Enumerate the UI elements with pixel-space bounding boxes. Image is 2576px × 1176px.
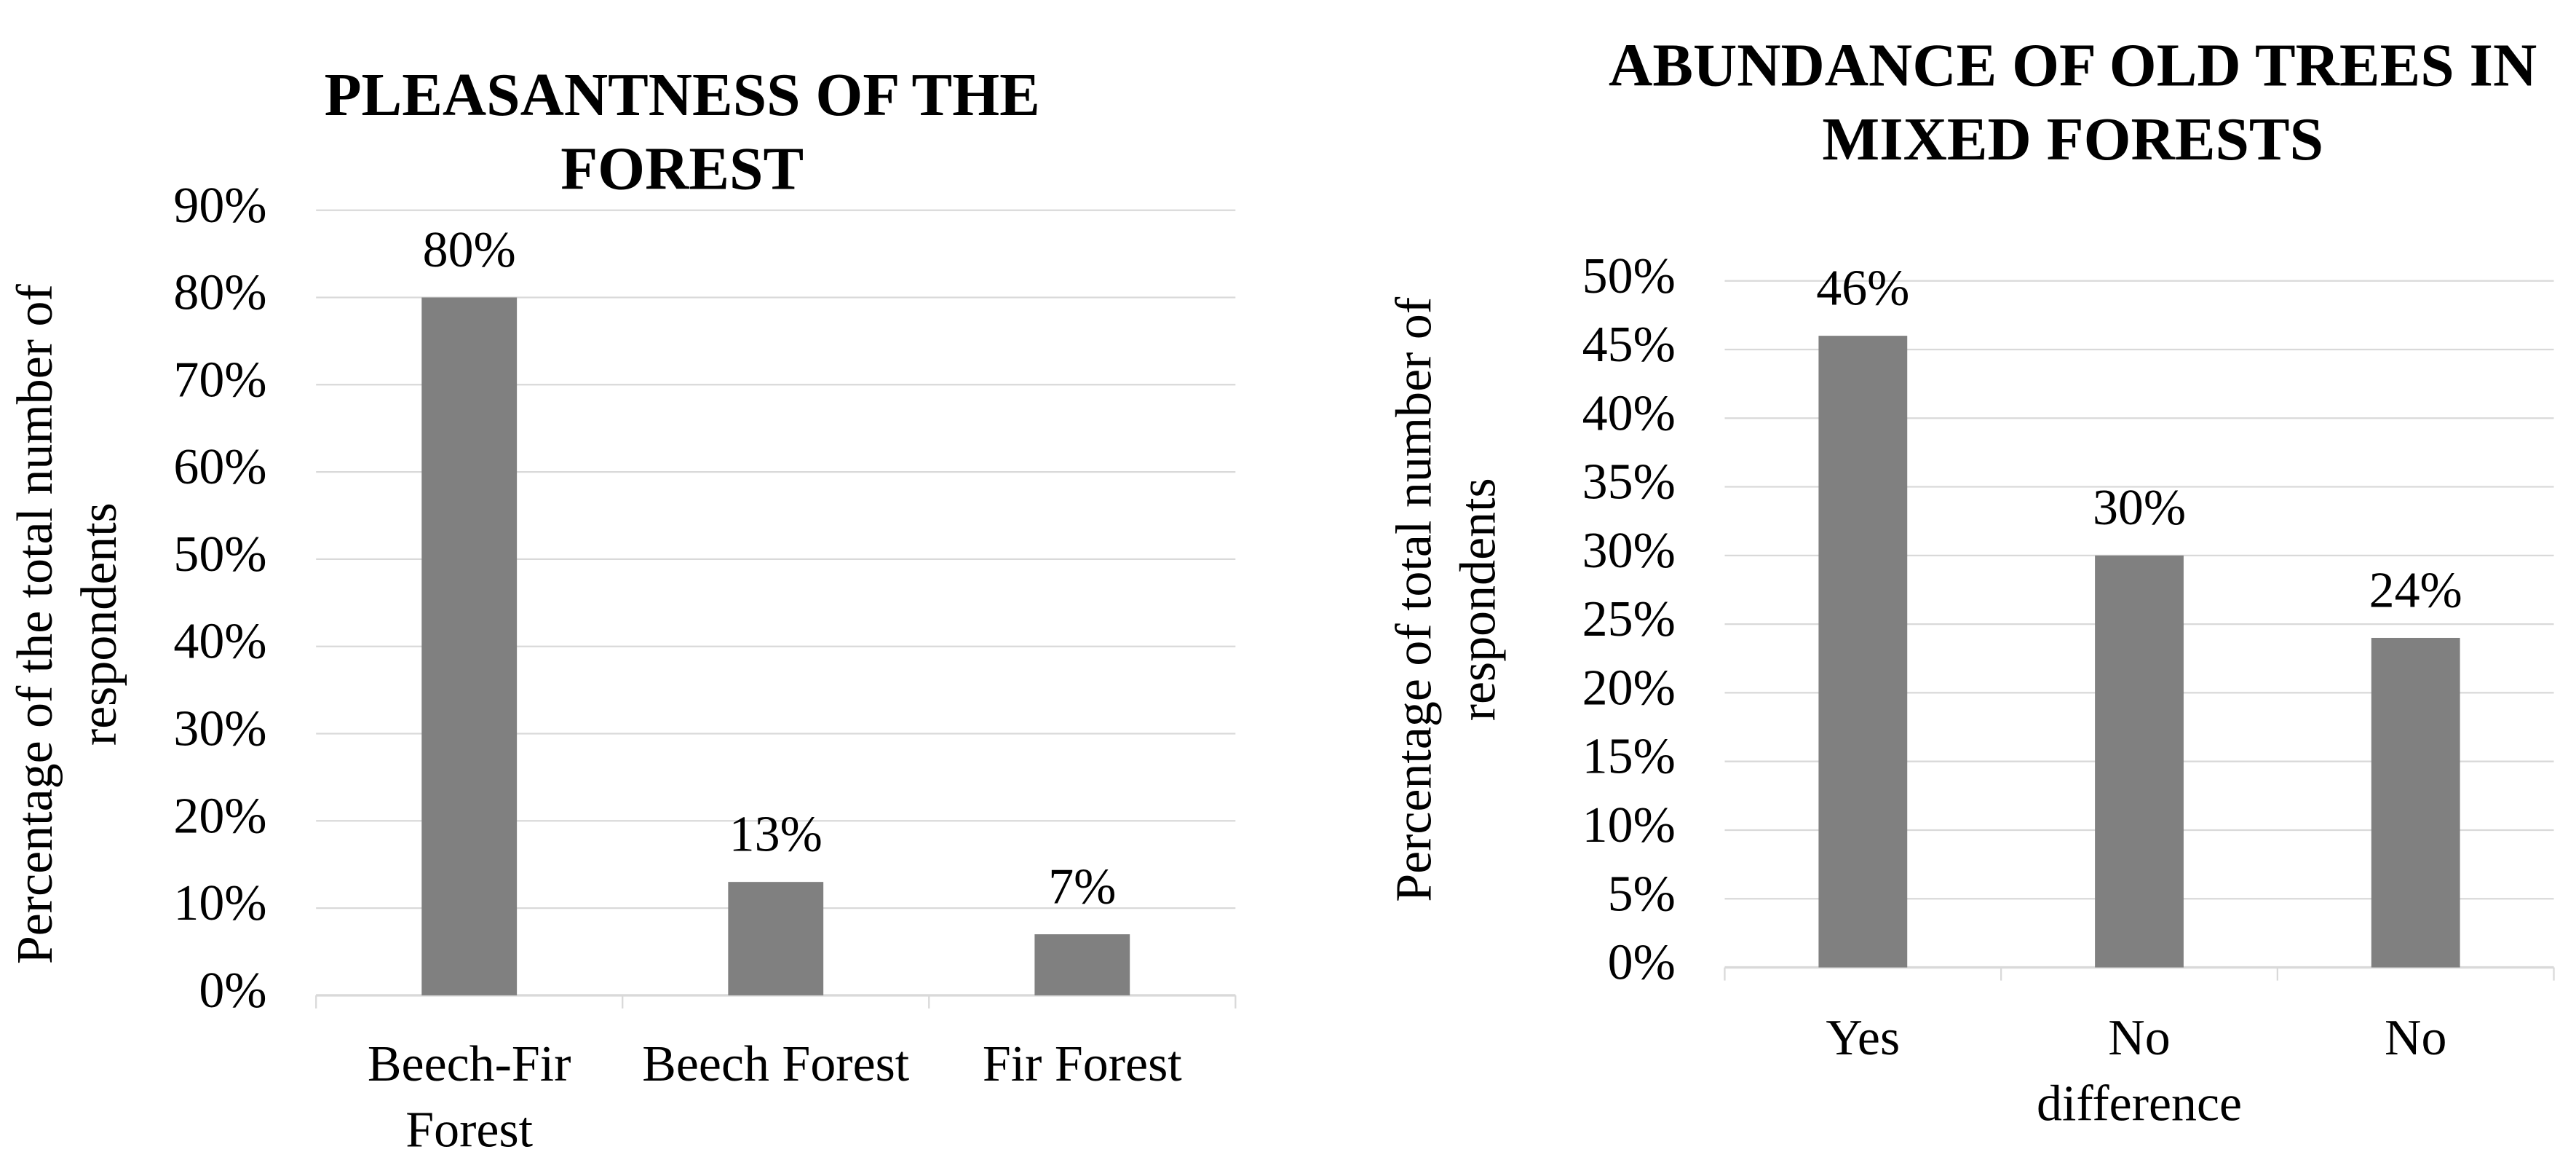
y-tick-label: 0%: [1608, 935, 1676, 991]
y-tick-label: 10%: [173, 875, 266, 931]
x-tick-label: No: [2384, 1008, 2447, 1066]
x-tick-label-box: Beech-Fir Forest: [367, 1035, 571, 1159]
bar: [1818, 336, 1908, 968]
x-tick-label-box: Beech Forest: [642, 1035, 910, 1092]
y-tick-label: 50%: [1582, 248, 1676, 304]
y-tick-label: 30%: [173, 701, 266, 757]
bar: [2371, 637, 2460, 968]
x-tick-label: Fir Forest: [982, 1035, 1182, 1092]
y-tick-label: 5%: [1608, 866, 1676, 922]
chart-title-box: ABUNDANCE OF OLD TREES IN MIXED FORESTS: [1609, 33, 2537, 175]
x-tick-label-box: Yes: [1826, 1008, 1901, 1066]
bar: [1034, 934, 1130, 995]
y-tick-label: 80%: [173, 265, 266, 321]
chart-title-box: PLEASANTNESS OF THE FOREST: [324, 62, 1040, 204]
y-axis-title-box: Percentage of the total number of respon…: [5, 284, 127, 965]
y-tick-label: 20%: [173, 788, 266, 844]
value-label: 13%: [729, 807, 823, 863]
y-tick-label: 0%: [199, 963, 266, 1019]
bar: [2095, 555, 2184, 968]
y-tick-label: 30%: [1582, 523, 1676, 579]
value-label: 80%: [423, 222, 516, 278]
y-tick-label: 60%: [173, 439, 266, 495]
y-tick-label: 40%: [1582, 385, 1676, 441]
y-axis-title: Percentage of the total number of respon…: [5, 284, 127, 965]
x-tick-label: Beech-Fir Forest: [367, 1035, 571, 1159]
y-tick-label: 50%: [173, 526, 266, 583]
value-label: 24%: [2369, 562, 2462, 618]
y-tick-label: 40%: [173, 614, 266, 670]
x-tick-label: No difference: [2036, 1008, 2243, 1132]
y-tick-label: 10%: [1582, 797, 1676, 853]
x-tick-label-box: No: [2384, 1008, 2447, 1066]
y-tick-label: 70%: [173, 352, 266, 408]
y-tick-label: 90%: [173, 178, 266, 234]
value-label: 46%: [1816, 261, 1909, 317]
y-tick-label: 35%: [1582, 454, 1676, 510]
y-tick-label: 20%: [1582, 660, 1676, 716]
value-label: 30%: [2093, 480, 2186, 536]
value-label: 7%: [1048, 859, 1116, 915]
chart-title: ABUNDANCE OF OLD TREES IN MIXED FORESTS: [1609, 33, 2537, 175]
y-tick-label: 25%: [1582, 591, 1676, 647]
y-tick-label: 15%: [1582, 729, 1676, 785]
y-axis-title-box: Percentage of total number of respondent…: [1384, 296, 1506, 902]
x-tick-label: Beech Forest: [642, 1035, 910, 1092]
bar: [728, 882, 824, 995]
x-tick-label-box: Fir Forest: [982, 1035, 1182, 1092]
x-tick-label: Yes: [1826, 1008, 1901, 1066]
x-tick-label-box: No difference: [2036, 1008, 2243, 1132]
bar: [421, 297, 518, 995]
y-axis-title: Percentage of total number of respondent…: [1384, 296, 1506, 902]
chart-title: PLEASANTNESS OF THE FOREST: [324, 62, 1040, 204]
y-tick-label: 45%: [1582, 317, 1676, 373]
